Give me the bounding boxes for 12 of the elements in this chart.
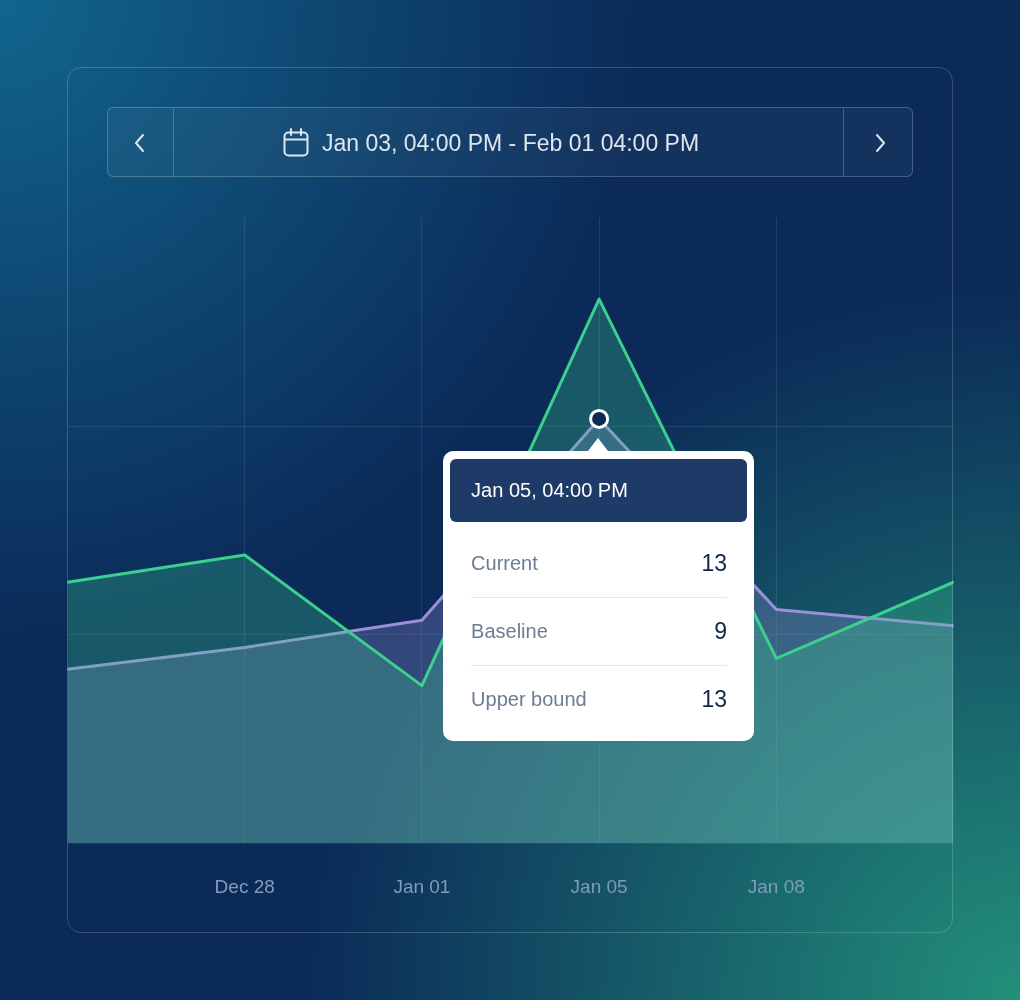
x-tick-label: Dec 28	[214, 875, 275, 897]
annotation: 13	[701, 685, 728, 713]
annotation: 9	[714, 617, 728, 645]
chart-title: Jan 03, 04:00 PM - Feb 01 04:00 PM	[321, 129, 700, 156]
annotation: 13	[701, 549, 728, 577]
annotation: Current	[471, 551, 538, 575]
annotation: Baseline	[471, 619, 548, 643]
x-tick-label: Jan 08	[747, 875, 805, 897]
x-tick-label: Jan 05	[570, 875, 628, 897]
annotation: Upper bound	[471, 687, 587, 711]
annotation: Jan 05, 04:00 PM	[450, 459, 748, 523]
x-tick-label: Jan 01	[393, 875, 451, 897]
